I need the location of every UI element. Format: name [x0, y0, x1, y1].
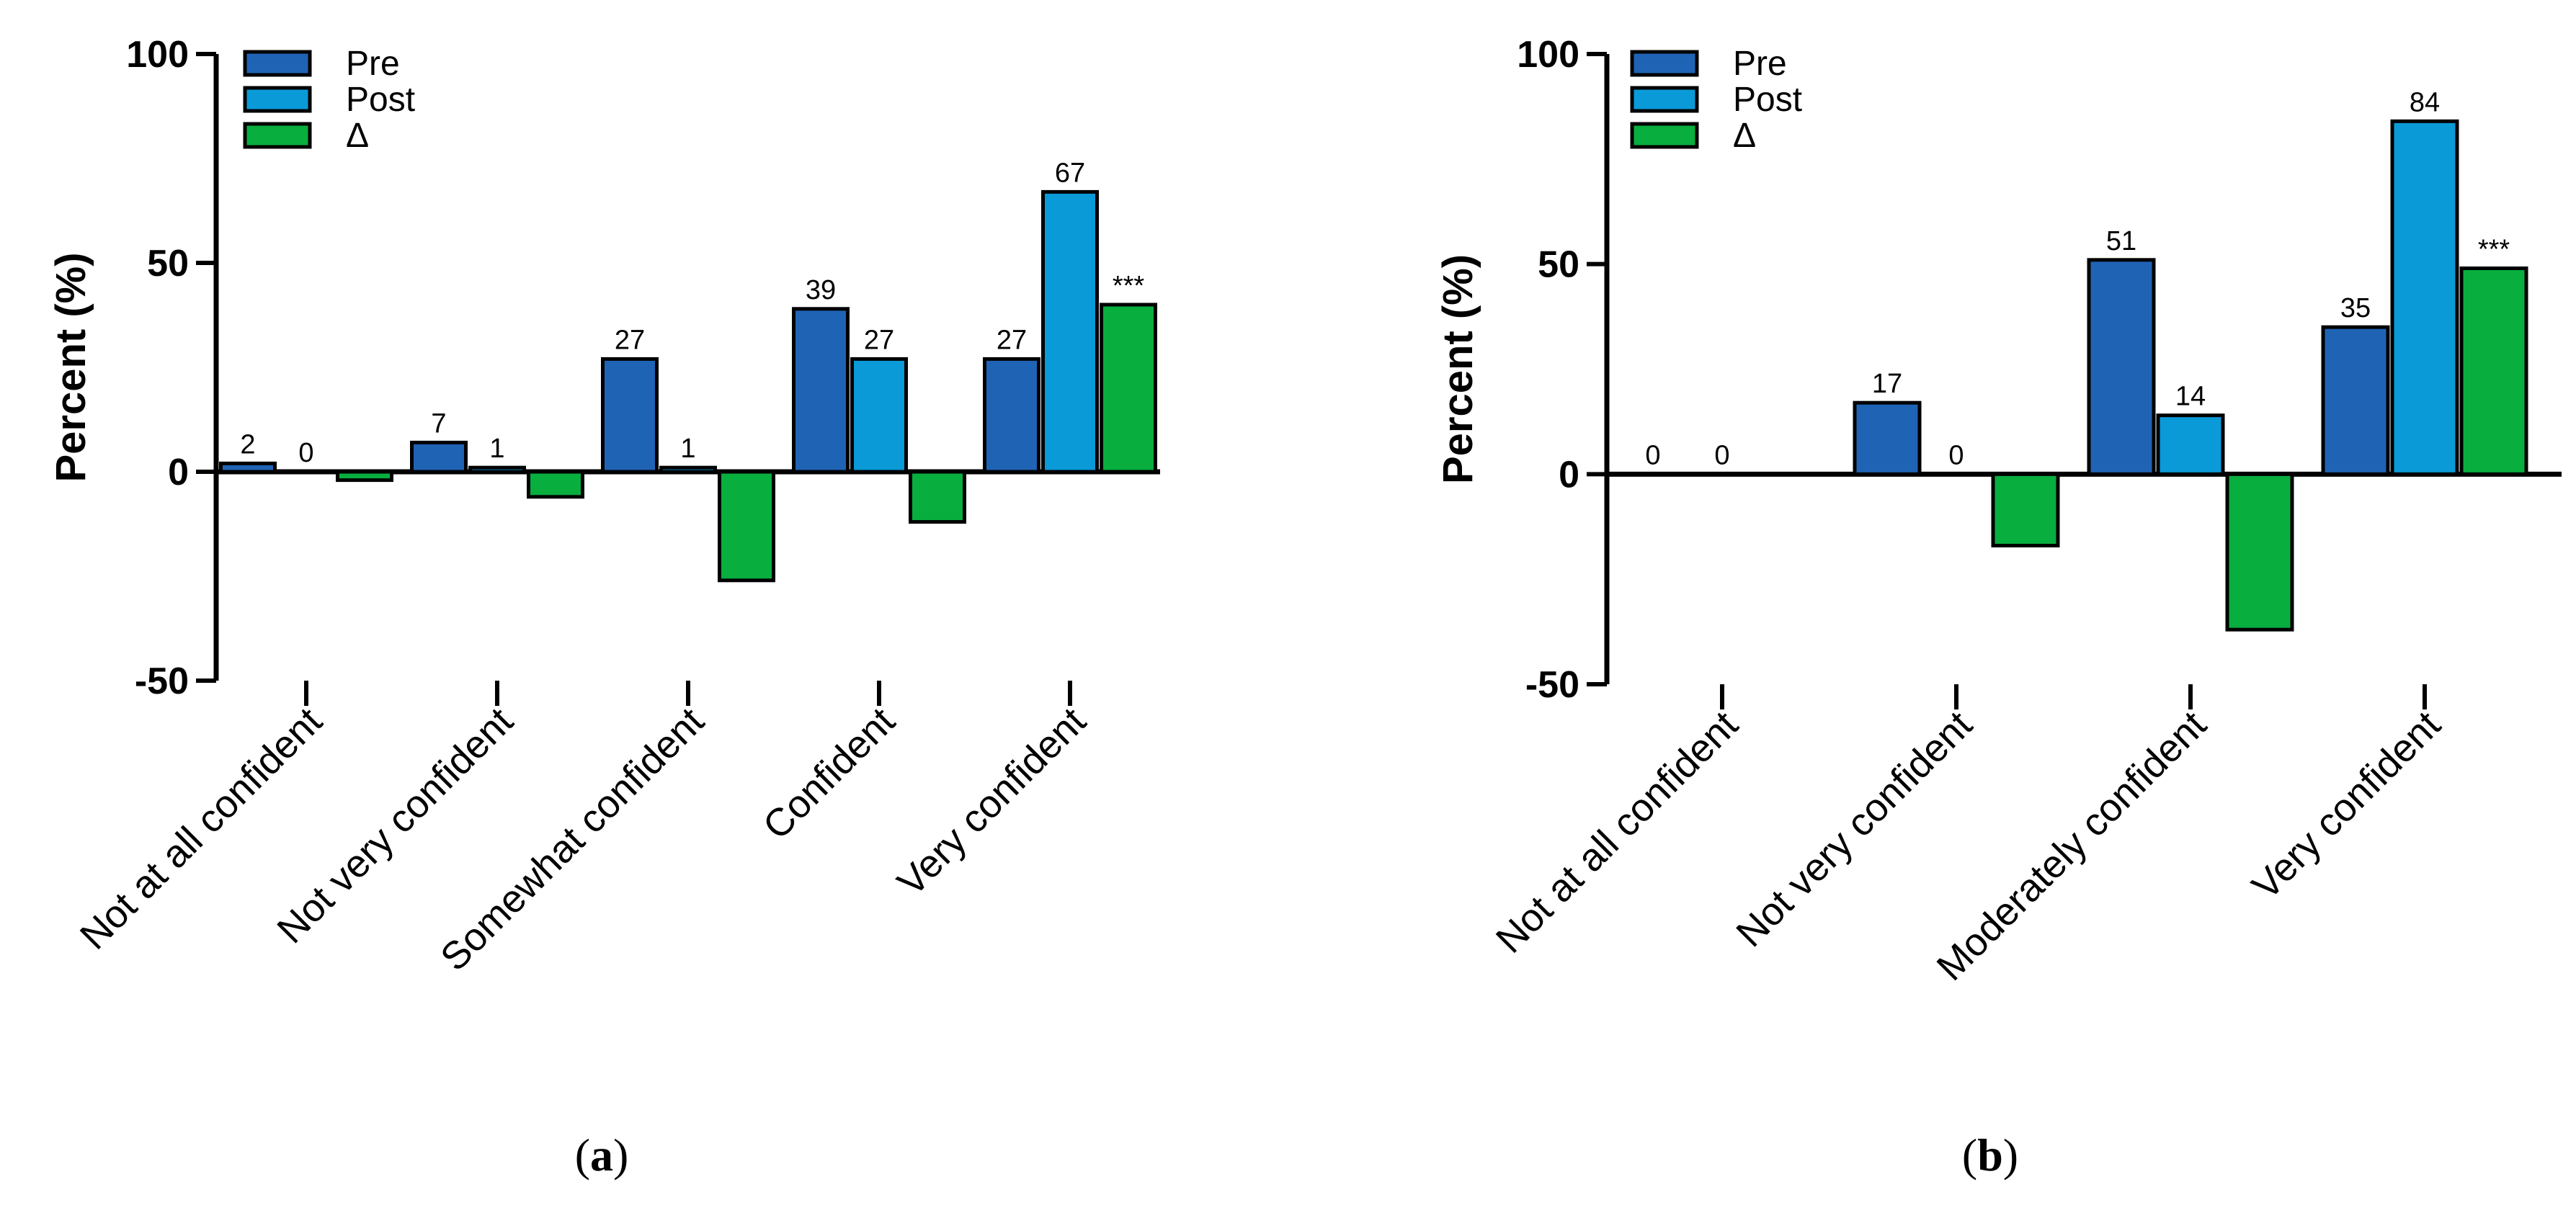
bar-pre-very-confident — [2321, 325, 2390, 476]
y-tick-label: 0 — [1559, 454, 1579, 496]
legend-label: Δ — [1733, 117, 1756, 155]
category-label-moderately-confident: Moderately confident — [1929, 703, 2215, 989]
bar-delta-very-confident — [1100, 303, 1157, 474]
legend-swatch-post — [243, 86, 312, 113]
data-label: 0 — [1714, 440, 1729, 470]
data-label: 2 — [240, 429, 255, 460]
data-label: 67 — [1055, 158, 1085, 188]
bar-pre-confident — [792, 307, 850, 474]
legend-label: Δ — [346, 117, 369, 155]
legend-label: Pre — [346, 45, 400, 83]
legend-label: Post — [346, 81, 415, 119]
bar-pre-not-very-confident — [410, 440, 468, 474]
data-label: 14 — [2175, 382, 2206, 412]
data-label: 17 — [1872, 369, 1902, 399]
bar-pre-moderately-confident — [2087, 258, 2156, 476]
category-label-not-very-confident: Not very confident — [1728, 703, 1980, 955]
legend-swatch-delta — [1630, 122, 1699, 149]
bar-delta-not-very-confident — [1991, 472, 2060, 547]
bar-delta-very-confident — [2459, 266, 2528, 476]
bar-post-confident — [850, 357, 908, 474]
bar-post-very-confident — [1041, 189, 1099, 474]
data-label: 51 — [2106, 226, 2136, 256]
category-label-very-confident: Very confident — [889, 699, 1094, 904]
y-axis-title: Percent (%) — [1435, 254, 1481, 484]
bar-post-somewhat-confident — [659, 465, 717, 474]
y-tick-label: 0 — [168, 452, 189, 493]
legend-swatch-post — [1630, 86, 1699, 113]
data-label: 0 — [1645, 440, 1660, 470]
legend-label: Post — [1733, 81, 1802, 119]
legend-label: Pre — [1733, 45, 1787, 83]
data-label: *** — [1113, 271, 1145, 301]
y-tick-label: 100 — [126, 34, 189, 76]
category-label-not-at-all-confident: Not at all confident — [1488, 703, 1747, 962]
data-label: 27 — [615, 325, 645, 355]
category-label-confident: Confident — [755, 699, 904, 848]
bar-pre-very-confident — [983, 357, 1040, 474]
y-tick-label: -50 — [1525, 664, 1579, 706]
y-tick-label: 100 — [1517, 34, 1579, 76]
data-label: 84 — [2410, 87, 2440, 117]
bar-pre-not-very-confident — [1853, 400, 1922, 476]
bar-delta-not-very-confident — [527, 470, 584, 499]
legend-swatch-pre — [243, 50, 312, 77]
panel-b-caption: (b) — [1962, 1129, 2018, 1181]
data-label: 1 — [680, 434, 695, 464]
legend-swatch-delta — [243, 122, 312, 149]
y-tick-label: 50 — [147, 243, 189, 285]
bar-delta-moderately-confident — [2225, 472, 2294, 632]
bar-post-not-very-confident — [468, 465, 526, 474]
bar-delta-somewhat-confident — [718, 470, 775, 583]
bar-post-moderately-confident — [2156, 413, 2225, 476]
y-tick-label: 50 — [1538, 244, 1579, 286]
panel-b-chart: Percent (%) 100 50 0 -50 0 0 Not at all confide… — [1435, 34, 2562, 989]
y-tick-label: -50 — [135, 660, 189, 702]
data-label: 27 — [997, 325, 1027, 355]
bar-pre-somewhat-confident — [601, 357, 659, 474]
data-label: 0 — [298, 438, 313, 468]
data-label: 0 — [1948, 440, 1964, 470]
data-label: 7 — [431, 408, 446, 439]
data-label: 39 — [806, 275, 836, 305]
bar-pre-not-at-all-confident — [219, 461, 277, 474]
bar-delta-confident — [909, 470, 966, 524]
panel-a-caption: (a) — [575, 1129, 629, 1181]
category-label-very-confident: Very confident — [2244, 703, 2448, 908]
legend-swatch-pre — [1630, 50, 1699, 77]
bar-post-very-confident — [2390, 119, 2459, 476]
y-axis-title: Percent (%) — [48, 252, 94, 482]
data-label: 35 — [2340, 293, 2371, 323]
data-label: *** — [2478, 235, 2510, 265]
data-label: 27 — [864, 325, 894, 355]
bar-delta-not-at-all-confident — [336, 470, 393, 483]
data-label: 1 — [489, 434, 504, 464]
